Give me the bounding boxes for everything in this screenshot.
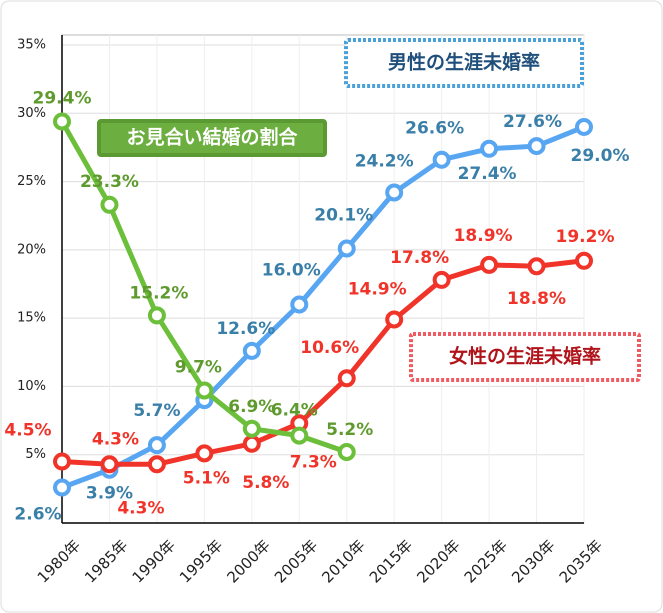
point [147,455,166,474]
point [147,436,166,455]
point [337,369,356,388]
y-tick-label: 35% [17,38,46,53]
data-label: 24.2% [355,151,414,171]
data-label: 18.8% [507,289,566,309]
point [290,295,309,314]
data-label: 16.0% [262,260,321,280]
data-label: 10.6% [300,338,359,358]
series-label: 女性の生涯未婚率 [449,345,601,368]
point [527,257,546,276]
point [337,239,356,258]
point [290,426,309,445]
y-tick-label: 25% [17,174,46,189]
point [147,306,166,325]
point [53,452,71,471]
series-label-box [344,38,584,88]
point [385,183,404,202]
data-label: 27.4% [458,164,517,184]
data-label: 3.9% [86,484,133,504]
point [575,251,593,270]
point [242,434,261,453]
y-tick-label: 10% [17,379,46,394]
y-tick-label: 5% [25,447,46,462]
data-label: 27.6% [503,112,562,132]
point [242,341,261,360]
point [242,419,261,438]
data-label: 4.3% [92,429,139,449]
point [53,112,71,131]
data-label: 20.1% [314,205,373,225]
data-label: 5.8% [242,473,289,493]
data-label: 23.3% [80,172,139,192]
data-label: 5.1% [183,468,230,488]
data-label: 4.5% [4,421,51,441]
series-label: お見合い結婚の割合 [126,126,298,149]
series-label-box [409,332,641,382]
data-label: 19.2% [556,227,615,247]
data-label: 9.7% [175,358,222,378]
point [195,444,214,463]
point [480,139,499,158]
series-label-box [97,119,327,157]
point [100,455,119,474]
data-label: 18.9% [454,226,513,246]
point [53,478,71,497]
data-label: 4.3% [117,498,164,518]
data-label: 5.2% [326,420,373,440]
data-label: 7.3% [290,452,337,472]
point [195,381,214,400]
point [100,195,119,214]
data-label: 6.4% [271,401,318,421]
point [337,442,356,461]
data-label: 2.6% [14,504,61,524]
data-label: 29.4% [33,88,92,108]
data-label: 29.0% [571,146,630,166]
point [527,137,546,156]
y-tick-label: 20% [17,242,46,257]
point [480,255,499,274]
data-label: 14.9% [348,280,407,300]
point [432,150,451,169]
data-label: 6.9% [228,397,275,417]
data-label: 12.6% [216,319,275,339]
series-label: 男性の生涯未婚率 [388,51,540,74]
point [385,310,404,329]
point [575,117,593,136]
data-label: 15.2% [129,283,188,303]
y-tick-label: 30% [17,106,46,121]
data-label: 17.8% [390,248,449,268]
point [432,270,451,289]
data-label: 5.7% [133,401,180,421]
y-tick-label: 15% [17,311,46,326]
data-label: 26.6% [405,119,464,139]
